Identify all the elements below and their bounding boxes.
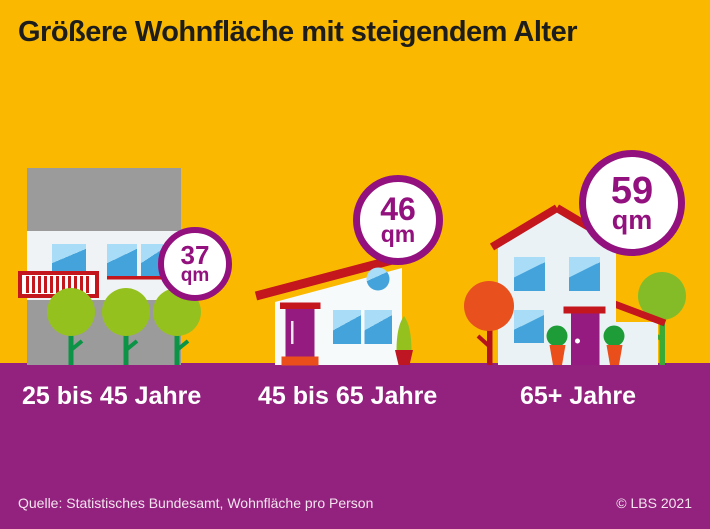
- age-group-label-1: 25 bis 45 Jahre: [22, 382, 202, 410]
- area-value-1: 37: [180, 240, 210, 271]
- bungalow-illustration: [254, 253, 413, 366]
- potted-bushes: [546, 325, 625, 365]
- area-value-3: 59: [610, 169, 654, 212]
- apartment-building-illustration: [18, 168, 201, 365]
- area-value-2: 46: [380, 191, 416, 228]
- infographic-title: Größere Wohnfläche mit steigendem Alter: [18, 16, 578, 48]
- family-house-illustration: [464, 204, 686, 365]
- source-note: Quelle: Statistisches Bundesamt, Wohnflä…: [18, 495, 374, 511]
- potted-conifer: [395, 316, 413, 365]
- age-group-label-3: 65+ Jahre: [520, 382, 637, 410]
- area-unit-2: qm: [380, 220, 416, 247]
- area-unit-1: qm: [180, 264, 210, 286]
- age-group-label-2: 45 bis 65 Jahre: [258, 382, 438, 410]
- street-trees: [47, 288, 201, 365]
- copyright-note: © LBS 2021: [616, 495, 692, 511]
- area-badge-1: 37 qm: [158, 227, 232, 301]
- area-unit-3: qm: [611, 204, 653, 235]
- area-badge-2: 46 qm: [353, 175, 443, 265]
- orange-tree: [464, 281, 514, 365]
- purple-ground-band: [0, 363, 710, 529]
- area-badge-3: 59 qm: [579, 150, 685, 256]
